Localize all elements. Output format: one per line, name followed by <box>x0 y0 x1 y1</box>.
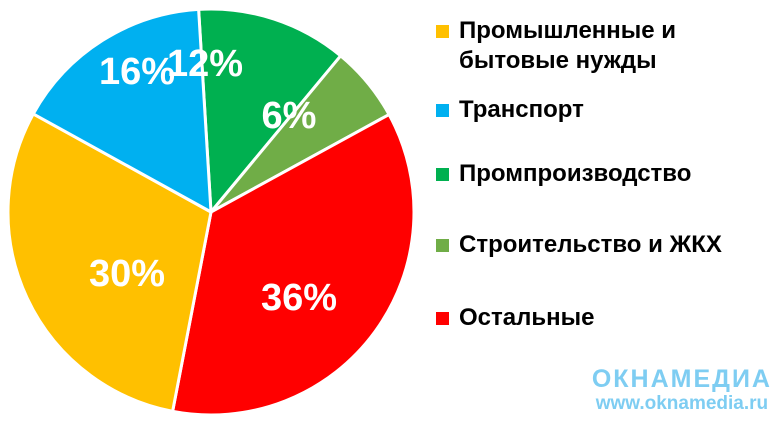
legend-swatch-3 <box>436 239 449 252</box>
legend-item-2: Промпроизводство <box>436 159 691 189</box>
legend-swatch-4 <box>436 312 449 325</box>
watermark-logo: ОКНАМЕДИА <box>591 365 772 393</box>
pie-slice-2 <box>197 7 343 214</box>
legend-item-0: Промышленные и бытовые нужды <box>436 16 676 76</box>
slice-label-3: 6% <box>262 95 317 137</box>
legend-label-2: Промпроизводство <box>459 160 692 187</box>
legend-label-0: Промышленные и бытовые нужды <box>459 17 677 74</box>
legend-swatch-0 <box>436 25 449 38</box>
slice-label-0: 30% <box>89 253 165 295</box>
pie-slice-0 <box>6 112 213 413</box>
legend-label-3: Строительство и ЖКХ <box>459 231 722 258</box>
watermark-url: www.oknamedia.ru <box>595 393 769 414</box>
legend-item-1: Транспорт <box>436 95 584 125</box>
legend-item-4: Остальные <box>436 303 594 333</box>
legend-swatch-1 <box>436 104 449 117</box>
legend-label-1: Транспорт <box>459 96 584 123</box>
pie-slice-4 <box>171 113 416 417</box>
slice-label-4: 36% <box>261 277 337 319</box>
legend-label-4: Остальные <box>459 304 595 331</box>
slice-label-1: 16% <box>99 51 175 93</box>
legend-item-3: Строительство и ЖКХ <box>436 230 722 260</box>
legend-swatch-2 <box>436 168 449 181</box>
watermark: ОКНАМЕДИА www.oknamedia.ru <box>592 365 772 415</box>
pie-chart: 12% 6% 36% 30% 16% <box>6 7 416 417</box>
slice-label-2: 12% <box>167 43 243 85</box>
pie-slice-1 <box>31 7 213 214</box>
